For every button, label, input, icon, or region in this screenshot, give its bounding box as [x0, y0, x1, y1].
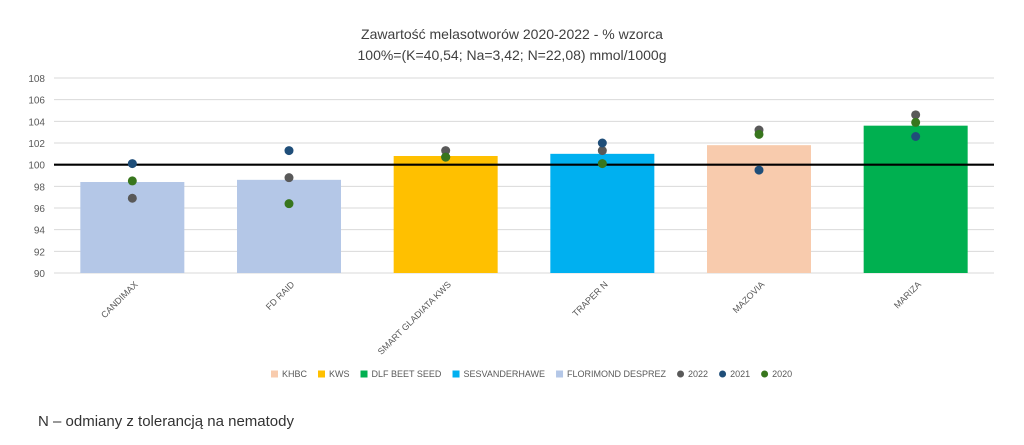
data-point-2021	[597, 138, 607, 148]
bar	[237, 179, 341, 273]
y-tick-label: 96	[34, 204, 46, 215]
data-point-2022	[597, 146, 607, 156]
data-point-2020	[597, 159, 607, 169]
data-point-2021	[754, 165, 764, 175]
data-point-2022	[127, 193, 137, 203]
data-point-2021	[127, 159, 137, 169]
legend-label: DLF BEET SEED	[372, 369, 442, 379]
legend-label: SESVANDERHAWE	[464, 369, 546, 379]
x-tick-label: CANDIMAX	[99, 279, 140, 320]
chart: Zawartość melasotworów 2020-2022 - % wzo…	[28, 26, 994, 379]
legend-label: 2021	[730, 369, 750, 379]
x-axis: CANDIMAX FD RAID SMART GLADIATA KWS TRAPER …	[99, 279, 923, 357]
bar	[550, 153, 655, 273]
chart-title: Zawartość melasotworów 2020-2022 - % wzo…	[361, 26, 663, 42]
data-point-2021	[911, 132, 921, 141]
x-tick-label: MAZOVIA	[731, 279, 767, 315]
year-points	[127, 110, 921, 209]
x-tick-label: FD RAID	[264, 279, 297, 312]
legend-swatch	[271, 370, 278, 378]
legend-label: FLORIMOND DESPREZ	[567, 369, 667, 379]
footnote: N – odmiany z tolerancją na nematody	[38, 413, 294, 430]
y-tick-label: 94	[34, 226, 46, 237]
x-tick-label: TRAPER N	[570, 279, 609, 318]
legend-swatch	[452, 370, 460, 378]
legend-swatch	[556, 370, 564, 378]
data-point-2020	[441, 152, 451, 162]
y-tick-label: 92	[34, 247, 46, 258]
y-tick-label: 98	[34, 182, 46, 193]
x-tick-label: SMART GLADIATA KWS	[376, 279, 453, 356]
data-point-2020	[284, 199, 294, 209]
data-point-2020	[754, 129, 764, 139]
legend-label: KHBC	[282, 369, 308, 379]
data-point-2020	[911, 117, 921, 127]
gridlines	[54, 77, 994, 274]
y-tick-label: 106	[28, 96, 45, 107]
y-tick-label: 108	[28, 74, 45, 85]
data-point-2022	[911, 110, 921, 120]
y-tick-label: 104	[28, 117, 45, 128]
legend-swatch	[360, 370, 368, 378]
data-point-2020	[127, 176, 137, 186]
bar	[393, 156, 498, 273]
data-point-2021	[284, 146, 294, 156]
legend-swatch	[318, 370, 326, 378]
legend-marker	[761, 370, 769, 378]
legend-marker	[719, 370, 727, 378]
legend-label: 2022	[688, 369, 708, 379]
y-axis: 90 92 94 96 98 100 102 104 106 108	[28, 74, 45, 280]
legend-label: 2020	[772, 369, 792, 379]
legend: KHBC KWS DLF BEET SEED SESVANDERHAWE FLORIMO…	[271, 369, 792, 379]
x-tick-label: MARIZA	[892, 279, 923, 310]
bar	[863, 125, 968, 274]
data-point-2022	[441, 146, 451, 156]
chart-subtitle: 100%=(K=40,54; Na=3,42; N=22,08) mmol/10…	[358, 47, 667, 63]
data-point-2022	[284, 173, 294, 183]
y-tick-label: 102	[28, 139, 45, 150]
y-tick-label: 90	[34, 269, 46, 280]
legend-marker	[677, 370, 685, 378]
y-tick-label: 100	[28, 161, 45, 172]
legend-label: KWS	[329, 369, 350, 379]
